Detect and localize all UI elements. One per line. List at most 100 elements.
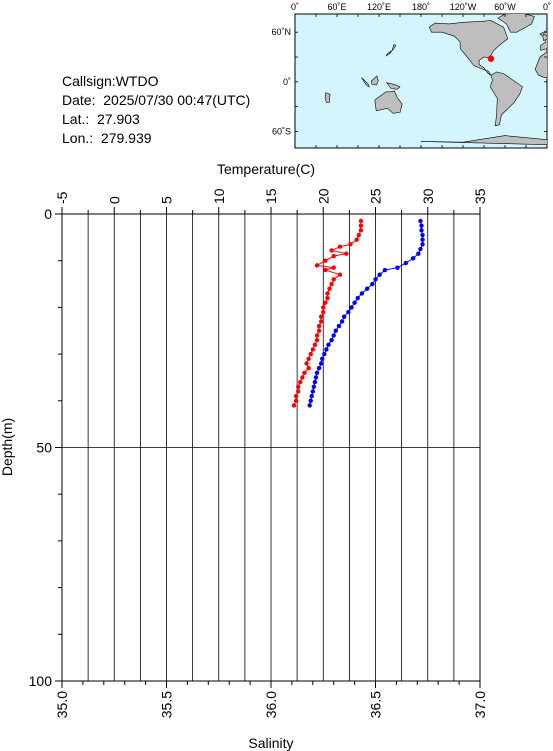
callsign-text: Callsign:WTDO bbox=[62, 73, 159, 89]
map-longitude-label: 0˚ bbox=[291, 2, 299, 12]
salinity-data-point bbox=[316, 323, 322, 329]
map-longitude-label: 120˚E bbox=[367, 2, 391, 12]
salinity-data-point bbox=[358, 228, 364, 233]
salinity-tick-label: 37.0 bbox=[472, 691, 488, 718]
temperature-data-point bbox=[313, 375, 319, 380]
temperature-tick-label: -5 bbox=[54, 191, 70, 204]
landmass bbox=[385, 44, 397, 57]
landmass bbox=[534, 51, 547, 78]
temperature-data-point bbox=[410, 256, 416, 261]
salinity-data-point bbox=[312, 342, 318, 347]
date-text: Date: 2025/07/30 00:47(UTC) bbox=[62, 92, 251, 108]
salinity-data-point bbox=[344, 251, 349, 256]
temperature-data-point bbox=[320, 356, 325, 361]
temperature-data-point bbox=[377, 272, 382, 277]
salinity-data-point bbox=[321, 305, 326, 310]
station-marker bbox=[487, 55, 495, 62]
depth-axis: 0 50 100 bbox=[29, 206, 62, 689]
temperature-data-point bbox=[359, 291, 365, 296]
salinity-data-point bbox=[321, 309, 326, 315]
depth-tick-label: 0 bbox=[44, 206, 52, 222]
landmass bbox=[361, 77, 370, 88]
salinity-data-point bbox=[302, 370, 307, 375]
temperature-data-point bbox=[418, 246, 423, 252]
salinity-data-point bbox=[331, 253, 336, 259]
salinity-data-point bbox=[325, 291, 330, 296]
temperature-data-point bbox=[309, 393, 314, 399]
map-longitude-label: 60˚W bbox=[494, 2, 516, 12]
temperature-data-point bbox=[329, 337, 334, 343]
salinity-data-point bbox=[314, 337, 320, 343]
landmass bbox=[370, 75, 379, 86]
salinity-data-point bbox=[323, 258, 328, 263]
salinity-data-point bbox=[293, 393, 299, 399]
temperature-data-point bbox=[416, 251, 421, 256]
landmass bbox=[420, 135, 547, 146]
salinity-axis: 35.0 35.5 36.0 36.5 37.0 bbox=[54, 681, 488, 718]
temperature-data-point bbox=[373, 277, 378, 282]
temperature-data-point bbox=[349, 305, 354, 310]
landmass bbox=[497, 14, 535, 33]
temperature-data-point bbox=[355, 295, 360, 301]
temperature-data-point bbox=[339, 319, 345, 324]
temperature-data-point bbox=[331, 333, 336, 338]
temperature-tick-label: 5 bbox=[159, 196, 175, 204]
salinity-data-point bbox=[358, 218, 364, 224]
salinity-data-point bbox=[331, 277, 336, 282]
temperature-data-point bbox=[333, 328, 338, 333]
temperature-tick-label: 0 bbox=[106, 196, 122, 204]
temperature-data-point bbox=[308, 398, 313, 403]
temperature-data-point bbox=[307, 403, 312, 408]
temperature-tick-label: 20 bbox=[315, 188, 331, 204]
temperature-data-point bbox=[395, 265, 400, 270]
station-info: Callsign:WTDO Date: 2025/07/30 00:47(UTC… bbox=[62, 72, 250, 148]
map-labels: 0˚ 60˚E 120˚E 180˚ 120˚W 60˚W 0˚ 60˚N 0˚ 60˚S bbox=[271, 2, 551, 136]
temperature-data-point bbox=[311, 384, 317, 389]
salinity-data-point bbox=[306, 356, 311, 361]
depth-tick-label: 100 bbox=[29, 673, 53, 689]
temperature-data-point bbox=[336, 323, 342, 329]
temperature-data-point bbox=[314, 370, 320, 375]
temperature-data-point bbox=[420, 232, 425, 238]
salinity-data-point bbox=[318, 319, 324, 324]
depth-tick-label: 50 bbox=[36, 440, 52, 456]
temperature-data-point bbox=[420, 242, 425, 247]
depth-axis-title: Depth(m) bbox=[0, 418, 15, 476]
salinity-data-point bbox=[356, 232, 361, 238]
temperature-data-point bbox=[364, 286, 370, 291]
salinity-data-point bbox=[298, 379, 303, 385]
salinity-data-point bbox=[337, 244, 343, 249]
salinity-data-point bbox=[293, 398, 299, 403]
lat-text: Lat.: 27.903 bbox=[62, 111, 140, 127]
temperature-profile bbox=[307, 218, 425, 408]
temperature-data-point bbox=[310, 389, 315, 394]
landmass bbox=[324, 92, 331, 103]
temperature-data-point bbox=[403, 260, 409, 266]
salinity-data-point bbox=[300, 375, 305, 380]
temperature-axis-title: Temperature(C) bbox=[217, 161, 315, 177]
landmass bbox=[489, 71, 523, 127]
salinity-data-point bbox=[291, 403, 297, 408]
temperature-data-point bbox=[382, 267, 388, 273]
lon-text: Lon.: 279.939 bbox=[62, 130, 152, 146]
salinity-data-point bbox=[327, 286, 332, 291]
salinity-tick-label: 35.0 bbox=[54, 691, 70, 718]
land-masses bbox=[324, 14, 547, 146]
salinity-data-point bbox=[354, 237, 359, 242]
temperature-data-point bbox=[419, 223, 424, 228]
salinity-data-point bbox=[329, 281, 334, 287]
map-latitude-label: 0˚ bbox=[283, 77, 291, 87]
salinity-data-point bbox=[337, 272, 343, 277]
temperature-data-point bbox=[341, 314, 347, 319]
temperature-data-point bbox=[324, 347, 329, 352]
salinity-data-point bbox=[316, 328, 322, 333]
salinity-profile bbox=[291, 218, 364, 408]
salinity-data-point bbox=[318, 314, 324, 319]
salinity-data-point bbox=[323, 300, 328, 305]
temperature-tick-label: 35 bbox=[472, 188, 488, 204]
temperature-tick-label: 25 bbox=[368, 188, 384, 204]
salinity-data-point bbox=[325, 295, 330, 301]
temperature-data-point bbox=[318, 361, 324, 366]
salinity-data-point bbox=[314, 263, 320, 268]
